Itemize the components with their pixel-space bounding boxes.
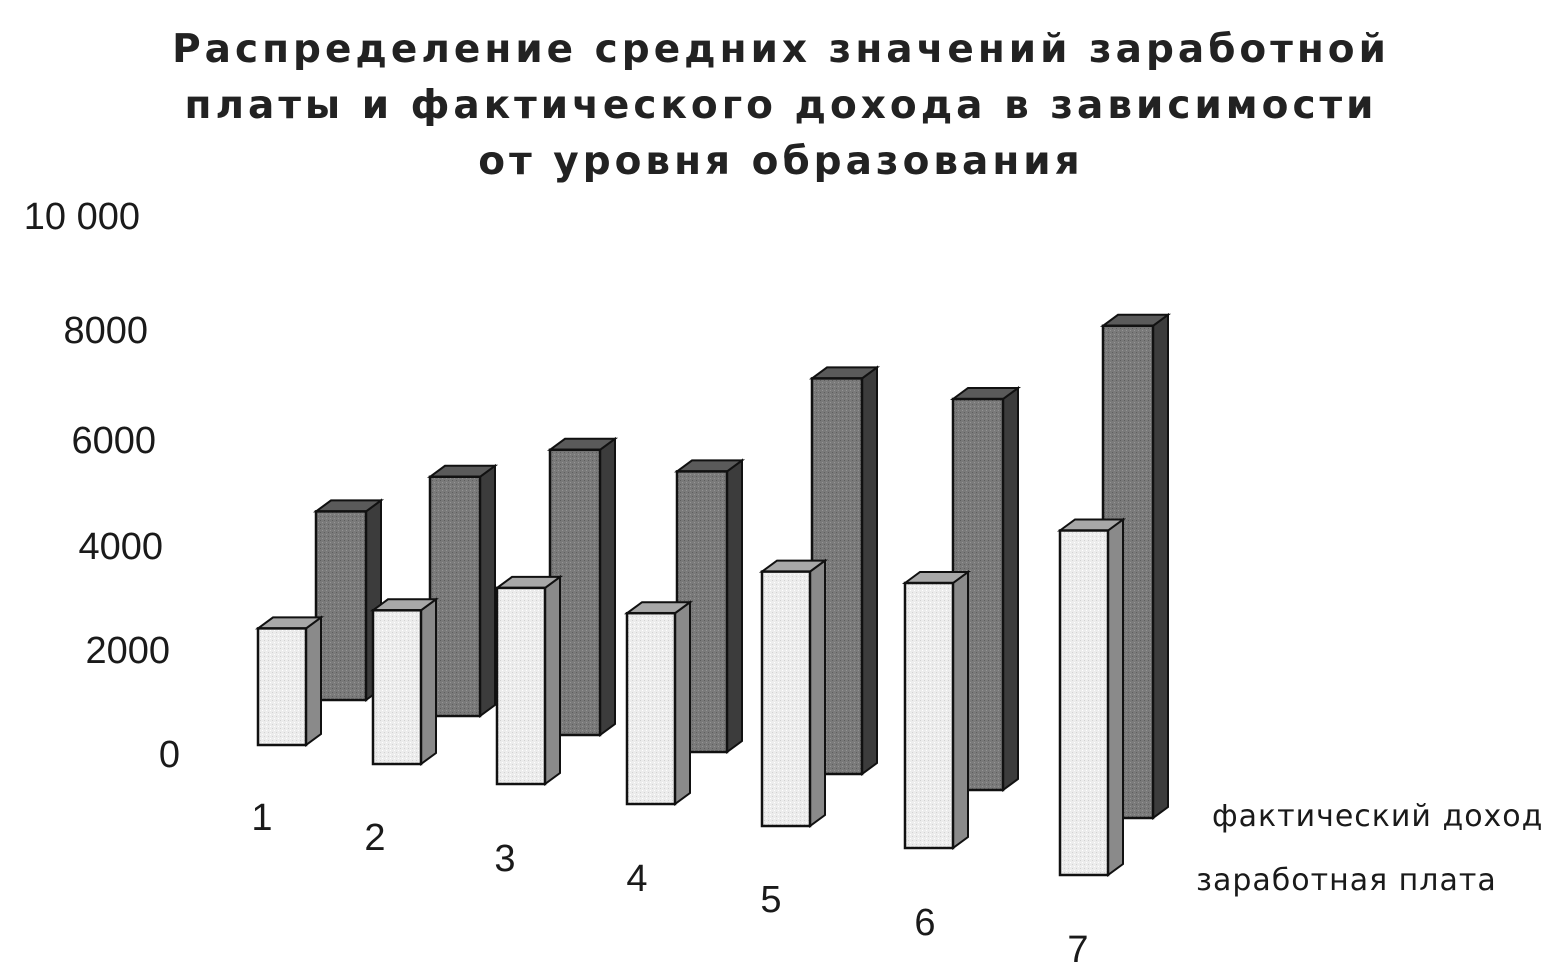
category-label-1: 1 (251, 797, 272, 839)
category-label-3: 3 (494, 838, 515, 880)
bar-front-face (760, 570, 812, 828)
bar-salary-5 (758, 558, 829, 828)
bar-salary-3 (493, 574, 564, 786)
chart-title: Распределение средних значений заработно… (0, 22, 1562, 190)
bar-side-face (674, 600, 691, 806)
y-tick-label-10000: 10 000 (24, 196, 140, 238)
bar-front-face (495, 586, 547, 786)
y-tick-label-4000: 4000 (78, 526, 163, 568)
category-label-2: 2 (364, 817, 385, 859)
bar-side-face (726, 458, 743, 754)
bar-side-face (1152, 312, 1169, 820)
bar-income-1 (312, 498, 385, 702)
category-label-5: 5 (760, 879, 781, 921)
legend: фактический доход заработная плата (1196, 799, 1543, 898)
bar-front-face (256, 627, 308, 747)
bar-front-face (1058, 529, 1110, 877)
x-axis-category-labels: 1 2 3 4 5 6 7 (251, 797, 1088, 963)
category-label-6: 6 (914, 902, 935, 944)
bar-side-face (544, 574, 561, 786)
series-back-bars (312, 312, 1172, 820)
legend-label-salary: заработная плата (1196, 863, 1497, 898)
bar-income-2 (426, 463, 499, 718)
y-tick-label-8000: 8000 (63, 310, 148, 352)
bar-salary-1 (254, 615, 325, 747)
legend-label-income: фактический доход (1212, 799, 1543, 834)
series-front-bars (254, 517, 1127, 877)
bar-salary-4 (623, 600, 694, 806)
y-axis-tick-labels: 0 2000 4000 6000 8000 10 000 (24, 196, 180, 776)
bar-side-face (861, 365, 878, 776)
bar-front-face (428, 475, 482, 718)
category-label-4: 4 (626, 858, 647, 900)
bar-side-face (305, 615, 322, 747)
category-label-7: 7 (1067, 929, 1088, 963)
y-tick-label-0: 0 (159, 734, 180, 776)
chart-title-line-1: Распределение средних значений заработно… (172, 27, 1390, 72)
bar-side-face (1002, 386, 1019, 792)
chart-title-line-3: от уровня образования (478, 139, 1084, 184)
bar-salary-7 (1056, 517, 1127, 877)
bar-side-face (479, 463, 496, 718)
bar-side-face (599, 436, 616, 737)
bar-side-face (1107, 517, 1124, 877)
bar-side-face (952, 570, 969, 850)
y-tick-label-2000: 2000 (85, 630, 170, 672)
chart-title-line-2: платы и фактического дохода в зависимост… (184, 83, 1378, 128)
bar-front-face (314, 510, 368, 702)
bar-front-face (371, 609, 423, 766)
bar-side-face (420, 597, 437, 766)
y-tick-label-6000: 6000 (71, 420, 156, 462)
bar-front-face (625, 611, 677, 806)
bar-front-face (903, 581, 955, 850)
bar-salary-6 (901, 570, 972, 850)
bar-side-face (809, 558, 826, 828)
bar-salary-2 (369, 597, 440, 766)
